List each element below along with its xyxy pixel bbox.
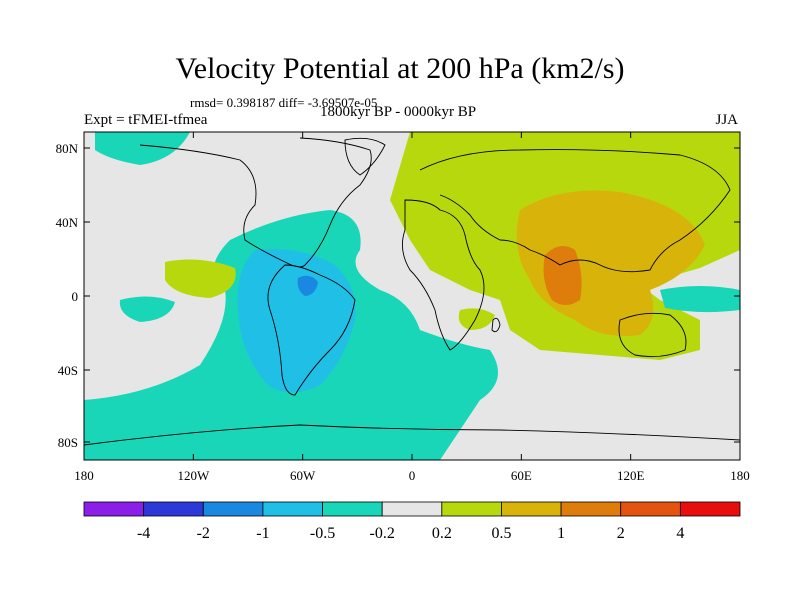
season-label: JJA [715, 112, 738, 128]
colorbar-swatch [560, 501, 622, 517]
colorbar-label: -0.5 [310, 525, 335, 542]
colorbar-label: -0.2 [370, 525, 395, 542]
field-positive-pacific [165, 259, 236, 298]
field-positive-atlantic-small [458, 308, 495, 330]
colorbar-swatch [262, 501, 323, 517]
colorbar-label: -4 [137, 525, 150, 542]
colorbar-label: -1 [256, 525, 269, 542]
field-negative-amazon-core [297, 275, 318, 296]
lon-tick-label: 60E [511, 468, 532, 483]
lat-tick-label: 80S [58, 435, 78, 450]
lon-tick-label: 180 [74, 468, 94, 483]
lat-tick-label: 80N [56, 141, 79, 156]
colorbar-swatch [83, 501, 145, 517]
field-negative-south-america [237, 249, 356, 393]
field-negative-east-pacific [119, 296, 175, 322]
longitude-axis: 180 120W 60W 0 60E 120E 180 [74, 132, 750, 483]
colorbar-label: 2 [617, 525, 625, 542]
coast-australia [618, 312, 687, 358]
colorbar-swatch [501, 501, 562, 517]
colorbar-swatch [620, 501, 681, 517]
contour-field [84, 132, 740, 460]
colorbar-label: 1 [557, 525, 565, 542]
colorbar-swatch [441, 501, 502, 517]
colorbar-label: 0.5 [491, 525, 511, 542]
colorbar-label: 0.2 [432, 525, 452, 542]
latitude-axis: 80N 40N 0 40S 80S [56, 141, 740, 450]
colorbar-swatch [143, 501, 204, 517]
coast-europe-africa [401, 199, 485, 351]
page-title: Velocity Potential at 200 hPa (km2/s) [175, 52, 625, 85]
colorbar-swatch [322, 501, 383, 517]
colorbar-swatch [381, 501, 443, 517]
colorbar-swatch [679, 501, 741, 517]
lat-tick-label: 40N [56, 215, 79, 230]
lon-tick-label: 60W [290, 468, 316, 483]
field-negative-west-pacific [660, 286, 740, 313]
lon-tick-label: 0 [409, 468, 416, 483]
coast-antarctica [84, 424, 740, 446]
lat-tick-label: 0 [72, 289, 79, 304]
colorbar: -4 -2 -1 -0.5 -0.2 0.2 0.5 1 2 4 [83, 501, 741, 542]
lon-tick-label: 120W [177, 468, 210, 483]
coast-madagascar [491, 317, 501, 333]
colorbar-swatch [202, 501, 264, 517]
lon-tick-label: 180 [730, 468, 750, 483]
period-label: 1800kyr BP - 0000kyr BP [320, 104, 477, 120]
lat-tick-label: 40S [58, 363, 78, 378]
field-negative-north-pacific [95, 132, 190, 165]
coastlines [84, 137, 740, 446]
stats-label: rmsd= 0.398187 diff= -3.69507e-05 [190, 95, 378, 110]
coast-eurasia [419, 149, 731, 273]
colorbar-label: 4 [676, 525, 684, 542]
lon-tick-label: 120E [617, 468, 645, 483]
experiment-label: Expt = tFMEI-tfmea [84, 112, 208, 128]
coast-greenland [344, 137, 386, 176]
coast-south-america [267, 264, 356, 396]
colorbar-label: -2 [197, 525, 210, 542]
